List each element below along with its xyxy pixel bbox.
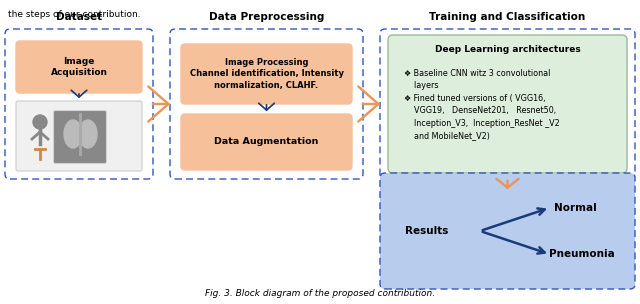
Ellipse shape [79, 120, 97, 148]
Circle shape [33, 115, 47, 129]
Text: Deep Learning architectures: Deep Learning architectures [435, 46, 580, 54]
Text: Fig. 3. Block diagram of the proposed contribution.: Fig. 3. Block diagram of the proposed co… [205, 289, 435, 298]
FancyBboxPatch shape [181, 114, 352, 170]
FancyBboxPatch shape [380, 173, 635, 289]
Text: Data Augmentation: Data Augmentation [214, 137, 319, 147]
FancyBboxPatch shape [54, 111, 106, 163]
Text: ❖ Fined tuned versions of ( VGG16,
      VGG19,   DenseNet201,   Resnet50,
     : ❖ Fined tuned versions of ( VGG16, VGG19… [399, 94, 560, 140]
FancyBboxPatch shape [388, 35, 627, 173]
Text: Dataset: Dataset [56, 12, 102, 22]
FancyBboxPatch shape [181, 44, 352, 104]
Text: Data Preprocessing: Data Preprocessing [209, 12, 324, 22]
Text: Normal: Normal [554, 203, 596, 213]
FancyBboxPatch shape [16, 101, 142, 171]
Text: Training and Classification: Training and Classification [429, 12, 586, 22]
Text: Image Processing
Channel identification, Intensity
normalization, CLAHF.: Image Processing Channel identification,… [189, 58, 344, 90]
FancyBboxPatch shape [16, 41, 142, 93]
Ellipse shape [64, 120, 82, 148]
Text: Results: Results [405, 226, 449, 236]
Text: ❖ Baseline CNN witz 3 convolutional
      layers: ❖ Baseline CNN witz 3 convolutional laye… [399, 69, 550, 91]
Text: Pneumonia: Pneumonia [549, 249, 615, 259]
Text: the steps of our contribution.: the steps of our contribution. [8, 10, 141, 19]
Text: Image
Acquisition: Image Acquisition [51, 57, 108, 77]
